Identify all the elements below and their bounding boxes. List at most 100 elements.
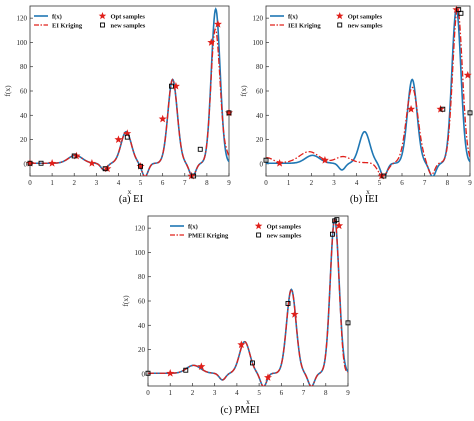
x-tick-label: 2	[72, 179, 76, 187]
x-tick-label: 7	[302, 389, 306, 397]
opt-sample-point	[213, 20, 222, 28]
opt-sample-point	[207, 38, 216, 46]
new-sample-point	[183, 367, 189, 373]
y-tick-label: 20	[138, 346, 146, 354]
new-sample-point	[138, 163, 144, 169]
legend-label: Opt samples	[348, 14, 383, 21]
x-axis-label: x	[128, 187, 132, 196]
series-line-kriging	[266, 7, 470, 176]
legend-label: f(x)	[288, 14, 298, 21]
y-tick-label: 60	[20, 88, 28, 96]
new-sample-point	[467, 110, 473, 116]
y-tick-label: 100	[253, 39, 264, 47]
new-sample-point	[191, 173, 197, 179]
y-tick-label: 20	[256, 136, 264, 144]
y-tick-label: 40	[256, 112, 264, 120]
legend-label: PMEI Kriging	[188, 233, 229, 240]
opt-sample-point	[166, 369, 175, 377]
x-tick-label: 4	[355, 179, 359, 187]
y-tick-label: 0	[142, 370, 146, 378]
plot-area	[148, 217, 348, 386]
legend-label: Opt samples	[110, 14, 145, 21]
x-tick-label: 9	[227, 179, 231, 187]
opt-sample-point	[48, 159, 57, 167]
opt-sample-point	[407, 105, 416, 113]
legend-swatch-opt	[254, 222, 263, 230]
opt-sample-point	[136, 162, 145, 170]
x-tick-label: 1	[50, 179, 54, 187]
opt-sample-point	[158, 114, 167, 123]
new-sample-point	[145, 370, 151, 376]
figure-caption: (a) EI	[119, 194, 144, 205]
new-sample-point	[169, 83, 174, 89]
plot-frame	[147, 215, 349, 387]
plot-frame	[29, 5, 230, 177]
x-tick-label: 9	[346, 389, 350, 397]
legend-label: new samples	[110, 23, 145, 30]
y-axis-label: f(x)	[3, 85, 12, 97]
x-tick-label: 8	[205, 179, 209, 187]
y-tick-label: 80	[20, 63, 28, 71]
new-sample-point	[71, 153, 77, 159]
opt-sample-point	[87, 159, 96, 167]
y-tick-label: 120	[253, 15, 264, 23]
new-sample-point	[440, 106, 446, 112]
x-tick-label: 7	[183, 179, 187, 187]
new-sample-point	[197, 146, 203, 152]
x-tick-label: 8	[324, 389, 328, 397]
y-tick-label: 100	[17, 39, 28, 47]
legend-label: IEI Kriging	[288, 23, 321, 30]
chart-panel-pmei: 0 1 2 3 4 5 6 7 8 9 0 20 40 60 80 100 120 x f(x) f(x) PMEI K…	[121, 215, 351, 416]
x-tick-label: 6	[400, 179, 404, 187]
new-sample-point	[381, 173, 387, 179]
opt-sample-point	[290, 310, 299, 318]
x-tick-label: 5	[378, 179, 382, 187]
new-sample-point	[458, 10, 464, 16]
opt-sample-point	[275, 159, 284, 167]
opt-sample-point	[237, 340, 246, 349]
x-tick-label: 5	[139, 179, 143, 187]
y-tick-label: 100	[135, 249, 146, 257]
y-tick-label: 80	[256, 63, 264, 71]
x-tick-label: 0	[146, 389, 150, 397]
opt-sample-point	[114, 135, 123, 143]
y-tick-label: 80	[138, 273, 146, 281]
figure-caption: (b) IEI	[350, 194, 379, 205]
new-sample-point	[124, 134, 130, 140]
x-tick-label: 3	[213, 389, 217, 397]
x-tick-label: 9	[468, 179, 472, 187]
x-tick-label: 3	[95, 179, 99, 187]
legend-label: EI Kriging	[52, 23, 83, 30]
x-tick-label: 2	[191, 389, 195, 397]
opt-sample-point	[123, 129, 132, 137]
new-sample-point	[27, 160, 33, 166]
legend-label: new samples	[348, 23, 383, 30]
y-axis-label: f(x)	[121, 295, 130, 307]
y-tick-label: 60	[138, 298, 146, 306]
x-tick-label: 0	[264, 179, 268, 187]
x-axis-label: x	[366, 187, 370, 196]
y-tick-label: 40	[138, 322, 146, 330]
x-tick-label: 7	[423, 179, 427, 187]
chart-panel-iei: 0 1 2 3 4 5 6 7 8 9 0 20 40 60 80 100 120 x f(x) f(x) IEI Kr…	[239, 5, 473, 205]
legend-label: f(x)	[52, 14, 62, 21]
opt-sample-point	[225, 108, 233, 117]
new-sample-point	[38, 160, 44, 166]
opt-sample-point	[463, 71, 472, 79]
y-axis-label: f(x)	[239, 85, 248, 97]
y-tick-label: 40	[20, 112, 28, 120]
new-sample-point	[329, 231, 335, 237]
x-tick-label: 2	[310, 179, 314, 187]
x-tick-label: 5	[257, 389, 261, 397]
new-sample-point	[102, 166, 108, 172]
opt-sample-point	[26, 159, 34, 167]
series-line-true-function	[266, 7, 470, 176]
legend-swatch-new	[256, 232, 262, 238]
x-tick-label: 6	[161, 179, 165, 187]
x-tick-label: 0	[28, 179, 32, 187]
chart-panel-ei: 0 1 2 3 4 5 6 7 8 9 0 20 40 60 80 100 120 x f(x) f(x) EI Kri…	[3, 5, 233, 205]
new-sample-point	[263, 157, 269, 163]
series-line-true-function	[148, 217, 348, 386]
legend-swatch-new	[100, 22, 105, 28]
